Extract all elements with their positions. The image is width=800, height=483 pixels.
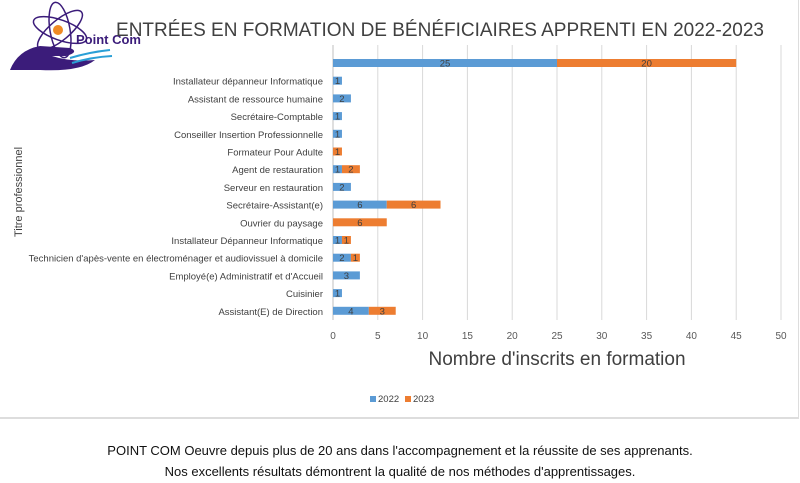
category-label: Assistant(E) de Direction [218,307,323,318]
data-label: 4 [348,306,353,317]
category-label: Installateur dépanneur Informatique [173,77,323,88]
data-label: 2 [348,165,353,176]
data-label: 2 [339,182,344,193]
chart-title: ENTRÉES EN FORMATION DE BÉNÉFICIAIRES AP… [116,20,764,41]
category-label: Installateur Dépanneur Informatique [171,236,323,247]
data-label: 2 [339,94,344,105]
bar-chart: ENTRÉES EN FORMATION DE BÉNÉFICIAIRES AP… [13,20,787,405]
bar-2022 [333,165,342,174]
category-label: Secrétaire-Comptable [231,112,323,123]
bar-2022 [333,253,351,262]
footer-line-2: Nos excellents résultats démontrent la q… [164,464,636,479]
bar-2023 [333,147,342,156]
bar-2023 [557,59,737,67]
data-label: 6 [357,200,362,211]
data-label: 6 [357,218,362,229]
bar-2022 [333,200,387,209]
x-tick-label: 25 [551,331,563,342]
data-label: 2 [339,253,344,264]
category-label: Serveur en restauration [224,183,323,194]
bar-2022 [333,182,351,191]
bar-2023 [341,165,360,174]
x-tick-label: 35 [641,331,653,342]
category-label: Ouvrier du paysage [240,218,323,229]
data-label: 20 [641,59,652,70]
x-tick-label: 5 [375,331,381,342]
bar-2022 [333,271,360,280]
data-label: 25 [440,59,451,70]
category-label: Conseiller Insertion Professionnelle [174,130,323,141]
chart-frame [0,0,799,419]
data-label: 1 [344,236,349,247]
legend-label-2022: 2022 [378,394,399,405]
x-tick-label: 0 [330,331,336,342]
data-label: 1 [335,289,340,300]
bar-2022 [333,289,342,298]
x-tick-label: 15 [462,331,474,342]
category-label: Employé(e) Administratif et d'Accueil [169,271,323,282]
category-label: Secrétaire-Assistant(e) [226,201,323,212]
bar-2023 [368,306,396,315]
x-tick-label: 40 [686,331,698,342]
category-label: Formateur Pour Adulte [227,148,323,159]
footer-line-1: POINT COM Oeuvre depuis plus de 20 ans d… [107,443,693,458]
bar-2022 [333,94,351,103]
data-label: 1 [335,76,340,87]
bar-2023 [341,236,351,244]
data-label: 3 [380,306,385,317]
category-label: Cuisinier [286,289,323,300]
x-tick-label: 30 [596,331,608,342]
legend-label-2023: 2023 [413,394,434,405]
bar-2022 [333,59,557,67]
data-label: 6 [411,200,416,211]
data-label: 3 [344,271,349,282]
category-label: Agent de restauration [232,165,323,176]
data-label: 1 [335,236,340,247]
data-label: 1 [335,165,340,176]
x-tick-label: 45 [731,331,743,342]
legend-swatch-2023 [405,396,411,402]
x-tick-label: 20 [507,331,519,342]
y-axis-label: Titre professionnel [13,147,25,237]
point-com-logo: Point Com [10,1,141,71]
category-label: Assistant de ressource humaine [188,94,323,105]
bar-2022 [333,112,342,121]
legend-swatch-2022 [370,396,376,402]
bar-2023 [333,218,387,227]
bar-2022 [333,129,342,138]
bar-2022 [333,306,369,315]
x-tick-label: 50 [775,331,787,342]
data-label: 1 [353,253,358,264]
data-label: 1 [335,112,340,123]
data-label: 1 [335,147,340,158]
bar-2023 [350,253,360,262]
bar-2022 [333,76,342,85]
bar-2022 [333,236,342,244]
svg-text:Point Com: Point Com [76,32,141,47]
category-label: Technicien d'apès-vente en électroménage… [29,254,323,265]
x-tick-label: 10 [417,331,429,342]
x-axis-label: Nombre d'inscrits en formation [428,349,685,370]
bar-2023 [386,200,441,209]
data-label: 1 [335,129,340,140]
